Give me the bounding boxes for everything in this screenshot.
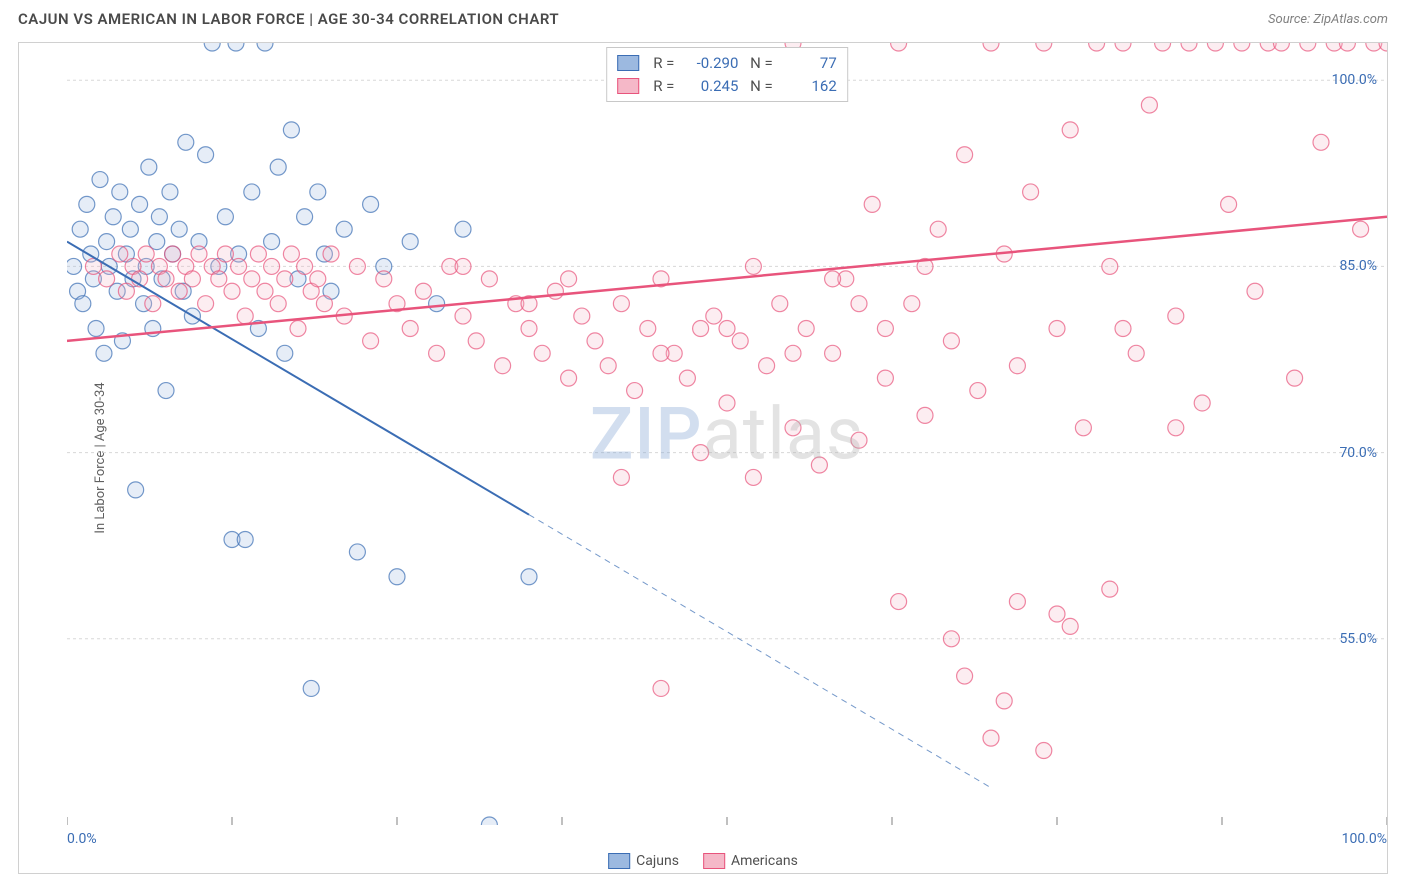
- bottom-legend: Cajuns Americans: [608, 853, 798, 869]
- n-value-americans: 162: [781, 75, 837, 98]
- stats-row-cajuns: R =-0.290 N =77: [617, 52, 837, 75]
- chart-container: In Labor Force | Age 30-34 ZIPatlas R =-…: [18, 42, 1388, 874]
- x-tick-label: 0.0%: [67, 831, 97, 847]
- y-tick-label: 70.0%: [1339, 445, 1377, 461]
- stats-row-americans: R =0.245 N =162: [617, 75, 837, 98]
- legend-item-americans: Americans: [703, 853, 798, 869]
- legend-item-cajuns: Cajuns: [608, 853, 679, 869]
- r-value-americans: 0.245: [682, 75, 738, 98]
- r-value-cajuns: -0.290: [682, 52, 738, 75]
- y-tick-label: 85.0%: [1339, 258, 1377, 274]
- plot-area: ZIPatlas R =-0.290 N =77 R =0.245 N =162…: [67, 43, 1387, 825]
- chart-title: CAJUN VS AMERICAN IN LABOR FORCE | AGE 3…: [18, 10, 559, 28]
- correlation-stats-box: R =-0.290 N =77 R =0.245 N =162: [606, 47, 848, 102]
- n-value-cajuns: 77: [781, 52, 837, 75]
- y-tick-label: 100.0%: [1332, 72, 1377, 88]
- x-tick-label: 100.0%: [1342, 831, 1387, 847]
- source-attribution: Source: ZipAtlas.com: [1268, 12, 1388, 27]
- y-tick-label: 55.0%: [1339, 631, 1377, 647]
